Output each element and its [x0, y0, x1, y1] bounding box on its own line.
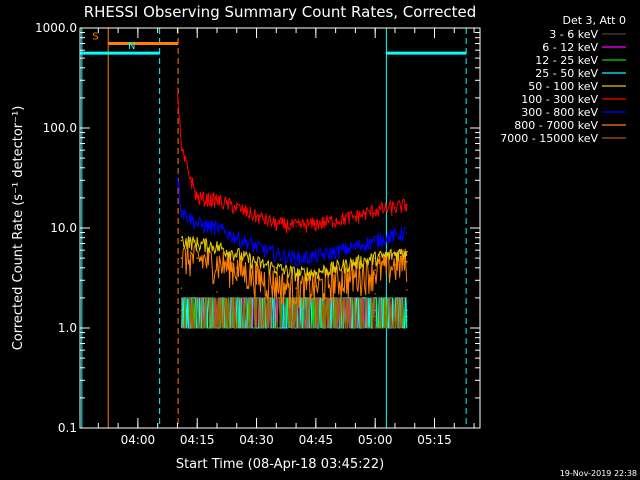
data-layer: SN [80, 28, 467, 428]
series-point [295, 272, 297, 275]
series-point [275, 266, 278, 269]
series-point [295, 225, 297, 227]
series-point [354, 215, 357, 218]
series-point [334, 219, 337, 221]
legend-label: 100 - 300 keV [521, 93, 598, 106]
x-axis-label: Start Time (08-Apr-18 03:45:22) [176, 457, 384, 472]
legend-label: 7000 - 15000 keV [500, 132, 598, 145]
series-point [275, 223, 278, 225]
series-point [374, 209, 376, 212]
series-point [394, 206, 396, 209]
y-tick-label: 1000.0 [35, 21, 77, 35]
series-line-300-800kev [176, 177, 408, 268]
series-point [216, 199, 218, 201]
flag-label-1: N [128, 41, 135, 52]
series-point [374, 292, 376, 295]
legend-label: 50 - 100 keV [528, 80, 598, 93]
flag-label-0: S [92, 31, 98, 42]
series-point [255, 276, 258, 279]
series-line-50-100kev [180, 235, 408, 282]
series-point [180, 287, 183, 290]
x-tick-label: 05:15 [417, 433, 452, 447]
series-point [406, 309, 408, 312]
series-point [176, 87, 179, 90]
series-point [196, 242, 199, 245]
y-tick-label: 0.1 [58, 421, 77, 435]
axes-layer: 0.1 1.0 10.0 100.0 1000.0 04:00 04:15 04:30 04:4… [35, 21, 481, 447]
y-axis-label: Corrected Count Rate (s⁻¹ detector⁻¹) [11, 106, 26, 351]
series-point [315, 223, 317, 225]
series-point [216, 227, 218, 229]
series-point [180, 149, 183, 151]
plot-frame [79, 27, 481, 429]
series-point [196, 257, 199, 259]
series-point [374, 257, 376, 259]
series-point [315, 271, 317, 274]
series-point [196, 197, 199, 199]
series-point [216, 261, 218, 264]
series-line-100-300kev [176, 94, 408, 234]
series-point [334, 266, 337, 269]
series-point [255, 297, 258, 299]
series-point [275, 253, 278, 255]
legend-label: 800 - 7000 keV [514, 119, 598, 132]
x-tick-label: 04:15 [180, 433, 215, 447]
y-tick-label: 100.0 [43, 121, 77, 135]
series-point [354, 275, 357, 277]
series-point [216, 245, 218, 248]
legend-label: 3 - 6 keV [549, 28, 598, 41]
series-point [255, 261, 258, 264]
series-point [275, 282, 278, 285]
series-point [315, 255, 317, 258]
legend-label: 300 - 800 keV [521, 106, 598, 119]
chart-title: RHESSI Observing Summary Count Rates, Co… [84, 3, 477, 21]
series-point [235, 206, 238, 209]
x-tick-label: 05:00 [358, 433, 393, 447]
series-point [334, 250, 337, 253]
series-line-7000-15000kev [180, 297, 407, 329]
series-point [295, 287, 297, 290]
series-point [374, 239, 376, 242]
series-point [315, 285, 317, 288]
y-tick-label: 10.0 [50, 221, 77, 235]
legend-label: 12 - 25 keV [535, 54, 598, 67]
series-point [394, 253, 396, 255]
series-point [406, 204, 408, 206]
legend-label: 25 - 50 keV [535, 67, 598, 80]
series-point [255, 215, 258, 218]
series-point [406, 289, 408, 291]
x-tick-label: 04:30 [239, 433, 274, 447]
series-point [216, 291, 218, 293]
series-point [334, 279, 337, 282]
series-point [334, 297, 337, 299]
series-point [406, 231, 408, 234]
series-point [354, 261, 357, 264]
series-point [394, 234, 396, 236]
series-point [354, 245, 357, 248]
footer-timestamp: 19-Nov-2019 22:38 [560, 469, 637, 478]
series-point [196, 223, 199, 225]
x-tick-label: 04:45 [299, 433, 334, 447]
series-point [180, 209, 183, 212]
series-point [180, 257, 183, 259]
y-tick-label: 1.0 [58, 321, 77, 335]
series-line-800-7000kev [181, 243, 408, 310]
series-point [295, 257, 297, 259]
legend-label: 6 - 12 keV [542, 41, 598, 54]
legend-title: Det 3, Att 0 [563, 14, 627, 27]
series-point [176, 172, 179, 175]
series-point [235, 266, 238, 269]
series-point [374, 269, 376, 271]
x-tick-label: 04:00 [121, 433, 156, 447]
series-point [406, 260, 408, 263]
series-point [394, 263, 396, 266]
series-point [255, 245, 258, 248]
series-point [235, 253, 238, 255]
series-point [180, 239, 183, 242]
series-point [406, 250, 408, 253]
series-point [235, 236, 238, 239]
